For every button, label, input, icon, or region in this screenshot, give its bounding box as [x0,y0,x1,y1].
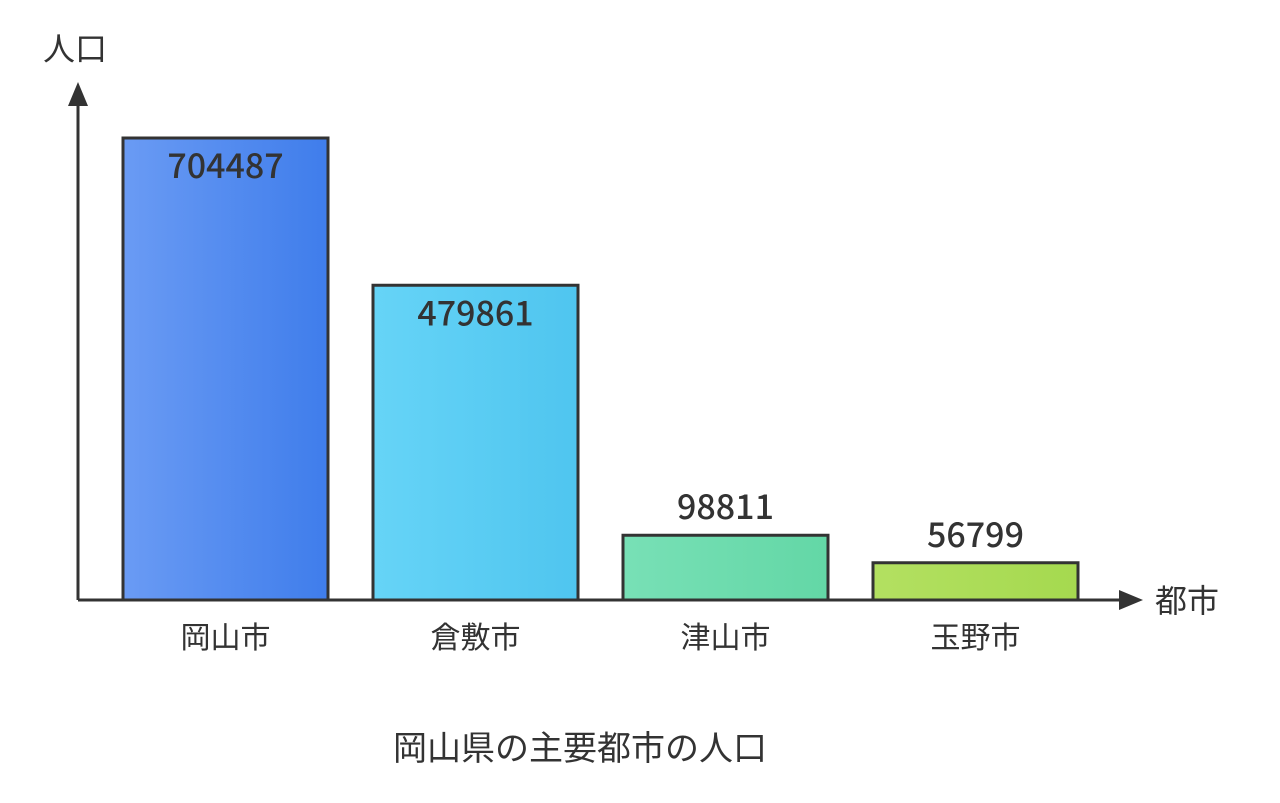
bar-value-0: 704487 [167,139,283,188]
bar-3 [873,563,1078,600]
category-label-3: 玉野市 [931,613,1021,657]
x-axis-label: 都市 [1155,576,1219,622]
category-label-0: 岡山市 [181,613,271,657]
bar-value-1: 479861 [417,286,533,335]
chart-svg: 704487 岡山市 479861 倉敷市 98811 津山市 56799 玉野市 人口都市岡山… [0,0,1280,803]
chart-caption: 岡山県の主要都市の人口 [393,721,767,770]
x-axis-arrow-icon [1119,590,1143,610]
y-axis-arrow-icon [68,82,88,106]
bar-value-3: 56799 [927,508,1024,557]
bar-0 [123,138,328,600]
bar-chart: 704487 岡山市 479861 倉敷市 98811 津山市 56799 玉野市 人口都市岡山… [0,0,1280,803]
category-label-1: 倉敷市 [431,613,521,657]
category-label-2: 津山市 [681,613,771,657]
bar-2 [623,535,828,600]
bar-value-2: 98811 [677,480,774,529]
y-axis-label: 人口 [43,24,107,70]
